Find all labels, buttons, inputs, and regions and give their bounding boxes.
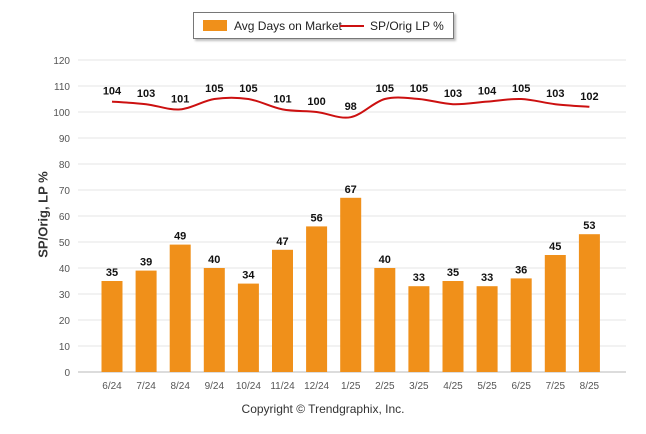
line-value-label: 105: [376, 83, 394, 95]
y-tick-label-120: 120: [53, 56, 70, 67]
bar-data-labels: 35 39 49 40 34 47 56 67 40 33 35 33 36 45 53: [106, 184, 596, 284]
line-value-label: 101: [171, 93, 189, 105]
line-value-label: 104: [478, 86, 497, 98]
legend-line-label: SP/Orig LP %: [370, 19, 444, 33]
bar-series: [101, 197, 600, 372]
line-value-label: 103: [137, 88, 155, 100]
legend-bar-swatch: [203, 20, 227, 31]
line-value-label: 102: [580, 91, 598, 103]
x-tick-label-5/25: 5/25: [477, 381, 497, 392]
bar-value-label: 53: [583, 220, 595, 232]
bar-value-label: 35: [106, 267, 118, 279]
x-tick-label-4/25: 4/25: [443, 381, 463, 392]
line-series: [111, 96, 590, 119]
bar-value-label: 56: [310, 212, 322, 224]
x-tick-label-6/25: 6/25: [511, 381, 531, 392]
line-value-label: 105: [239, 83, 257, 95]
bar-value-label: 39: [140, 257, 152, 269]
bar-8/24: [169, 244, 191, 372]
x-tick-label-2/25: 2/25: [375, 381, 395, 392]
x-tick-label-6/24: 6/24: [102, 381, 122, 392]
bar-4/25: [442, 281, 464, 372]
bar-value-label: 49: [174, 231, 186, 243]
line-value-label: 98: [345, 101, 357, 113]
bar-value-label: 36: [515, 264, 527, 276]
x-tick-label-1/25: 1/25: [341, 381, 361, 392]
bar-5/25: [476, 286, 498, 372]
x-axis-ticks: 6/24 7/24 8/24 9/24 10/24 11/24 12/24 1/25 2/25 3…: [102, 381, 599, 392]
y-tick-label-70: 70: [59, 186, 71, 197]
x-tick-label-11/24: 11/24: [270, 381, 295, 392]
bar-1/25: [340, 197, 362, 372]
y-tick-label-30: 30: [59, 290, 71, 301]
x-tick-label-7/24: 7/24: [136, 381, 156, 392]
line-value-label: 105: [410, 83, 428, 95]
line-value-label: 104: [103, 86, 122, 98]
bar-6/25: [510, 278, 532, 372]
x-tick-label-12/24: 12/24: [304, 381, 329, 392]
bar-6/24: [101, 281, 123, 372]
y-tick-label-90: 90: [59, 134, 71, 145]
bar-11/24: [272, 249, 293, 372]
bar-value-label: 35: [447, 267, 459, 279]
bar-value-label: 47: [276, 236, 288, 248]
bar-8/25: [578, 234, 600, 372]
legend-line-swatch: [340, 25, 364, 27]
y-tick-label-80: 80: [59, 160, 71, 171]
legend-bar-label: Avg Days on Market: [234, 19, 342, 33]
y-tick-label-40: 40: [59, 264, 71, 275]
y-tick-label-10: 10: [59, 342, 71, 353]
line-value-label: 105: [205, 83, 223, 95]
x-tick-label-7/25: 7/25: [546, 381, 566, 392]
bar-2/25: [374, 268, 396, 372]
line-value-label: 105: [512, 83, 530, 95]
bar-10/24: [237, 283, 259, 372]
y-tick-label-100: 100: [53, 108, 70, 119]
x-tick-label-10/24: 10/24: [236, 381, 261, 392]
bar-value-label: 67: [345, 184, 357, 196]
y-tick-label-20: 20: [59, 316, 71, 327]
line-data-labels: 104 103 101 105 105 101 100 98 105 105 103 104 105 10…: [103, 83, 599, 113]
bar-7/24: [135, 270, 157, 372]
x-tick-label-3/25: 3/25: [409, 381, 429, 392]
bar-value-label: 40: [208, 254, 220, 266]
bar-value-label: 45: [549, 241, 561, 253]
y-axis-label: SP/Orig, LP %: [35, 171, 51, 258]
y-tick-label-110: 110: [54, 82, 70, 93]
line-value-label: 101: [273, 93, 291, 105]
legend: Avg Days on Market SP/Orig LP %: [193, 12, 454, 39]
bar-7/25: [544, 255, 566, 372]
x-tick-label-9/24: 9/24: [205, 381, 225, 392]
y-tick-label-60: 60: [59, 212, 71, 223]
y-axis-ticks: 0 10 20 30 40 50 60 70 80 90 100 110 120: [53, 56, 70, 379]
bar-12/24: [306, 226, 328, 372]
y-tick-label-50: 50: [59, 238, 71, 249]
bar-3/25: [408, 286, 430, 372]
bar-value-label: 33: [481, 272, 493, 284]
bar-value-label: 33: [413, 272, 425, 284]
y-tick-label-0: 0: [64, 368, 70, 379]
bar-value-label: 40: [379, 254, 391, 266]
bar-value-label: 34: [242, 270, 255, 282]
line-value-label: 103: [444, 88, 462, 100]
bar-9/24: [203, 268, 225, 372]
line-value-label: 103: [546, 88, 564, 100]
line-value-label: 100: [307, 96, 325, 108]
x-tick-label-8/25: 8/25: [580, 381, 600, 392]
copyright-credit: Copyright © Trendgraphix, Inc.: [241, 402, 405, 416]
x-tick-label-8/24: 8/24: [170, 381, 190, 392]
sp-orig-lp-line: [111, 96, 590, 119]
